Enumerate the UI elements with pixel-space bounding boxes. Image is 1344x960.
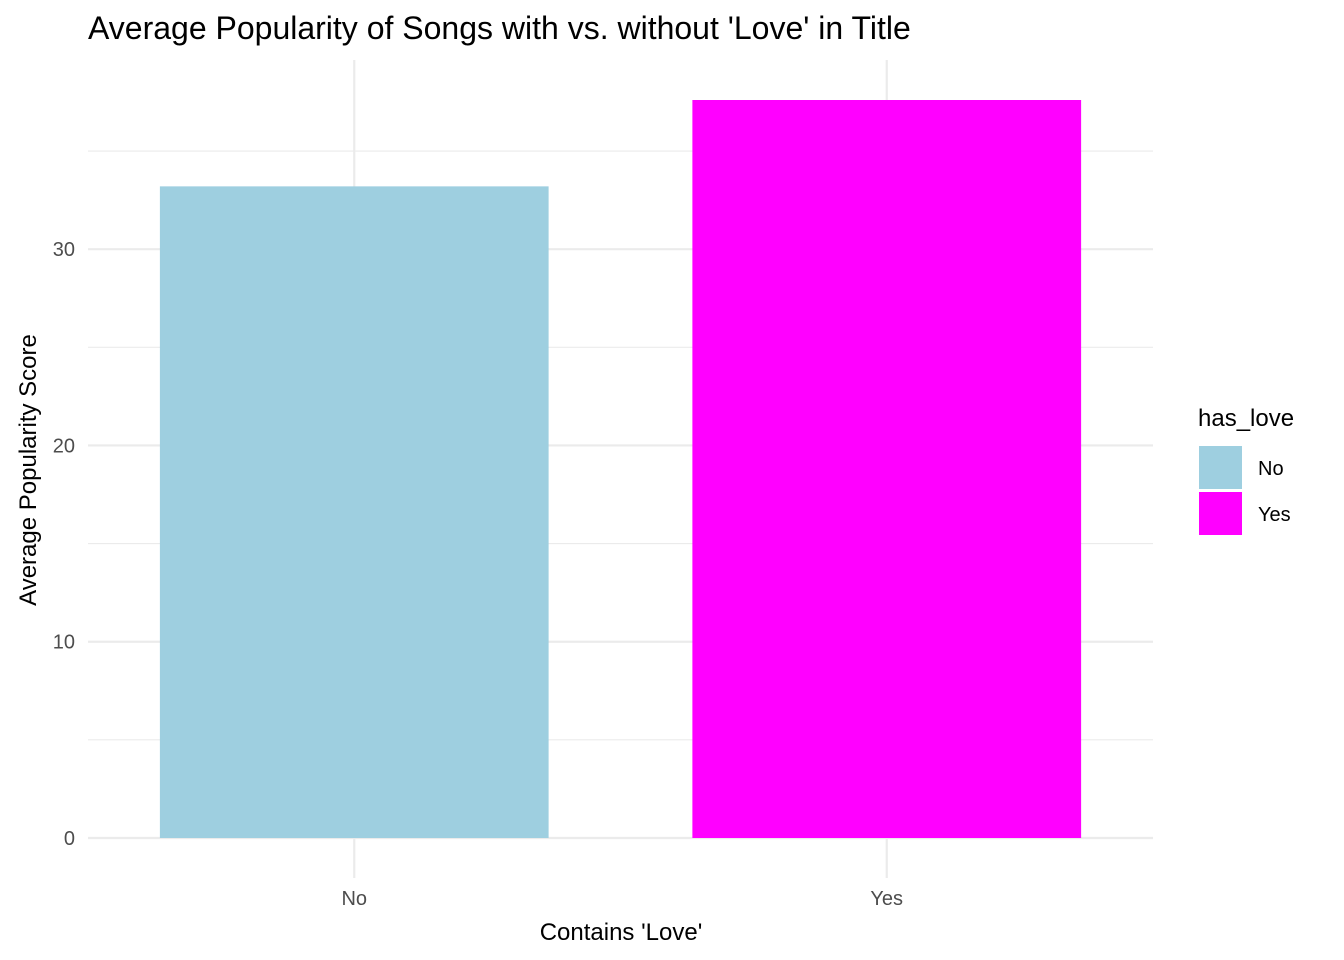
legend-swatch-yes: [1199, 492, 1242, 535]
legend-title: has_love: [1198, 405, 1294, 432]
legend-label: No: [1258, 458, 1284, 480]
y-tick-label: 20: [53, 435, 75, 457]
x-axis-ticks: No Yes: [341, 888, 903, 910]
x-tick-label: No: [341, 888, 367, 910]
bars: [159, 100, 1082, 839]
y-tick-label: 0: [64, 828, 75, 850]
legend-label: Yes: [1258, 504, 1291, 526]
y-axis-title: Average Popularity Score: [15, 334, 42, 606]
bar-yes: [692, 100, 1082, 838]
legend-swatch-no: [1199, 446, 1242, 489]
bar-no: [159, 186, 549, 839]
y-tick-label: 30: [53, 239, 75, 261]
x-tick-label: Yes: [870, 888, 903, 910]
y-axis-ticks: 0 10 20 30: [53, 239, 75, 850]
legend: has_love No Yes: [1198, 405, 1294, 535]
y-tick-label: 10: [53, 632, 75, 654]
chart-title: Average Popularity of Songs with vs. wit…: [88, 10, 911, 46]
legend-items: No Yes: [1199, 446, 1291, 535]
x-axis-title: Contains 'Love': [540, 919, 703, 946]
plot-panel: 0 10 20 30 No Yes: [53, 60, 1153, 910]
